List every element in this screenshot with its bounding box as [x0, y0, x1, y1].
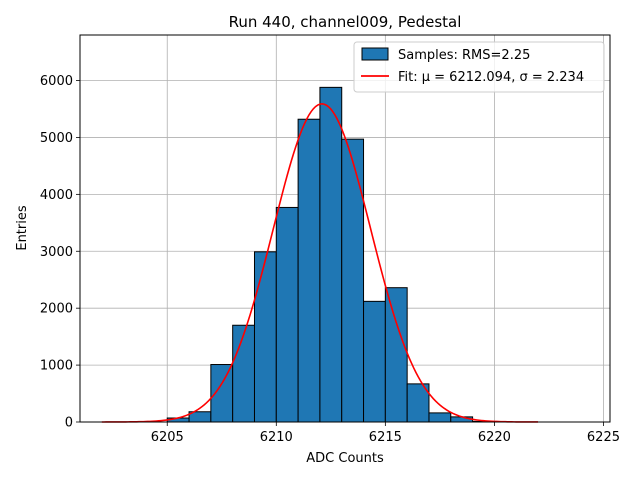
x-tick-label: 6220: [478, 430, 511, 445]
legend-swatch-histogram: [361, 47, 389, 61]
y-tick-label: 6000: [40, 74, 73, 89]
y-tick-label: 1000: [40, 359, 73, 374]
y-tick-label: 2000: [40, 302, 73, 317]
histogram-bar: [275, 206, 299, 423]
legend: Samples: RMS=2.25 Fit: μ = 6212.094, σ =…: [353, 41, 605, 93]
y-tick-label: 5000: [40, 131, 73, 146]
histogram-bar: [253, 251, 277, 423]
legend-label-fit: Fit: μ = 6212.094, σ = 2.234: [398, 70, 584, 85]
chart-title: Run 440, channel009, Pedestal: [229, 13, 462, 31]
x-tick-label: 6205: [151, 430, 184, 445]
histogram-bar: [341, 138, 365, 423]
legend-box: [353, 41, 605, 93]
histogram-bar: [319, 86, 343, 423]
plot-frame: [79, 34, 611, 423]
histogram-bar: [428, 412, 452, 423]
x-tick-label: 6225: [587, 430, 620, 445]
legend-label-histogram: Samples: RMS=2.25: [398, 48, 530, 63]
histogram-bar: [363, 300, 386, 423]
histogram-bar: [384, 287, 408, 423]
x-axis-label: ADC Counts: [306, 451, 384, 466]
x-tick-label: 6210: [260, 430, 293, 445]
histogram-bar: [232, 324, 255, 423]
y-tick-label: 3000: [40, 245, 73, 260]
histogram-bar: [297, 118, 321, 423]
gaussian-fit-line: [101, 103, 539, 423]
y-axis-label: Entries: [15, 205, 30, 251]
y-axis-ticks: 0 1000 2000 3000 4000 5000 6000: [40, 74, 80, 431]
y-tick-label: 4000: [40, 188, 73, 203]
x-tick-label: 6215: [369, 430, 402, 445]
fit-curve-layer: [101, 103, 539, 423]
x-axis-ticks: 6205 6210 6215 6220 6225: [151, 422, 620, 445]
y-tick-label: 0: [65, 416, 73, 431]
